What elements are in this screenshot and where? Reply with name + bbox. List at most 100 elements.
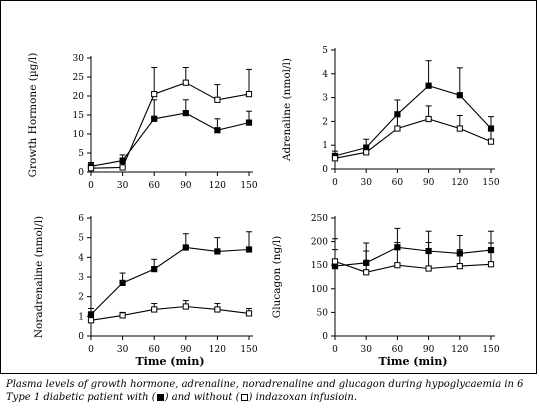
y-tick-label: 1 [78, 312, 84, 322]
y-axis-title: Noradrenaline (nmol/l) [33, 216, 45, 338]
series-line [334, 85, 492, 157]
filled-square-marker [151, 115, 158, 122]
filled-square-marker [182, 244, 189, 251]
x-tick-label: 30 [360, 178, 372, 188]
y-tick-label: 0 [322, 332, 328, 342]
series-line [334, 246, 492, 267]
x-tick-label: 60 [392, 345, 404, 355]
open-square-marker [151, 306, 158, 313]
open-square-marker [182, 303, 189, 310]
series-open [331, 238, 495, 276]
y-tick-label: 2 [78, 293, 84, 303]
open-square-marker [363, 149, 370, 156]
figure-caption: Plasma levels of growth hormone, adrenal… [6, 378, 534, 404]
chart-panel-2: 0 1 2 3 4 5 0 30 60 90 120 150 Adrenaline (nmol/l) [281, 46, 500, 188]
filled-square-marker [151, 266, 158, 273]
caption-line-1: Plasma levels of growth hormone, adrenal… [6, 379, 524, 390]
caption-text-a: Type 1 diabetic patient with ( [6, 392, 156, 403]
open-square-marker [182, 79, 189, 86]
open-square-marker [119, 312, 126, 319]
y-tick-label: 4 [322, 70, 328, 80]
open-square-marker [214, 306, 221, 313]
y-tick-label: 15 [73, 111, 85, 121]
filled-square-marker [119, 279, 126, 286]
series-open [87, 300, 253, 324]
open-square-marker [456, 263, 463, 270]
series-line [90, 112, 250, 167]
series-filled [87, 231, 253, 318]
filled-square-icon [156, 394, 164, 401]
open-square-marker [245, 91, 253, 98]
x-tick-label: 30 [117, 345, 129, 355]
y-tick-label: 150 [311, 261, 328, 271]
filled-square-marker [425, 82, 432, 89]
filled-square-marker [245, 119, 253, 126]
x-tick-label: 30 [117, 181, 129, 191]
x-tick-label: 120 [209, 345, 226, 355]
caption-text-c: ) indazoxan infusioin. [248, 392, 358, 403]
series-open [87, 67, 253, 172]
open-square-marker [331, 155, 339, 162]
filled-square-marker [214, 248, 221, 255]
filled-square-marker [456, 92, 463, 99]
open-square-icon [240, 394, 248, 401]
x-tick-label: 0 [332, 178, 338, 188]
series-line [334, 260, 492, 273]
open-square-marker [487, 261, 495, 268]
open-square-marker [214, 96, 221, 103]
y-tick-label: 100 [311, 285, 328, 295]
y-tick-label: 50 [317, 308, 329, 318]
x-tick-label: 60 [148, 181, 160, 191]
x-tick-label: 120 [451, 178, 468, 188]
series-line [90, 246, 250, 315]
y-tick-label: 3 [78, 273, 84, 283]
y-tick-label: 3 [322, 94, 328, 104]
x-axis-title: Time (min) [378, 355, 447, 368]
y-tick-label: 2 [322, 117, 328, 127]
x-tick-label: 90 [423, 345, 435, 355]
filled-square-marker [245, 246, 253, 253]
open-square-marker [363, 269, 370, 276]
open-square-marker [245, 310, 253, 317]
x-tick-label: 150 [482, 345, 499, 355]
y-axis-title: Growth Hormone (µg/l) [27, 53, 39, 178]
series-line [90, 82, 250, 169]
open-square-marker [487, 138, 495, 145]
y-tick-label: 10 [73, 130, 85, 140]
x-tick-label: 0 [88, 181, 94, 191]
open-square-marker [394, 262, 401, 269]
x-tick-label: 150 [240, 345, 257, 355]
x-tick-label: 90 [180, 181, 192, 191]
y-tick-label: 30 [73, 54, 85, 64]
x-tick-label: 150 [240, 181, 257, 191]
open-square-marker [394, 125, 401, 132]
y-tick-label: 200 [311, 238, 328, 248]
filled-square-marker [214, 127, 221, 134]
x-tick-label: 120 [209, 181, 226, 191]
x-tick-label: 0 [332, 345, 338, 355]
open-square-marker [425, 265, 432, 272]
open-square-marker [331, 258, 339, 265]
series-filled [331, 60, 495, 160]
x-tick-label: 90 [423, 178, 435, 188]
x-tick-label: 0 [88, 345, 94, 355]
open-square-marker [87, 317, 95, 324]
open-square-marker [151, 91, 158, 98]
series-open [331, 105, 495, 162]
x-tick-label: 60 [392, 178, 404, 188]
open-square-marker [119, 164, 126, 171]
series-line [334, 118, 492, 159]
y-tick-label: 250 [311, 214, 328, 224]
chart-panel-4: 0 50 100 150 200 250 0 30 60 90 120 150 Glucagon (ng… [271, 214, 500, 368]
x-tick-label: 30 [360, 345, 372, 355]
filled-square-marker [87, 311, 95, 318]
y-axis-title: Glucagon (ng/l) [271, 236, 283, 318]
filled-square-marker [182, 110, 189, 117]
series-line [90, 305, 250, 321]
y-tick-label: 20 [73, 92, 85, 102]
x-tick-label: 60 [148, 345, 160, 355]
open-square-marker [87, 165, 95, 172]
x-tick-label: 90 [180, 345, 192, 355]
